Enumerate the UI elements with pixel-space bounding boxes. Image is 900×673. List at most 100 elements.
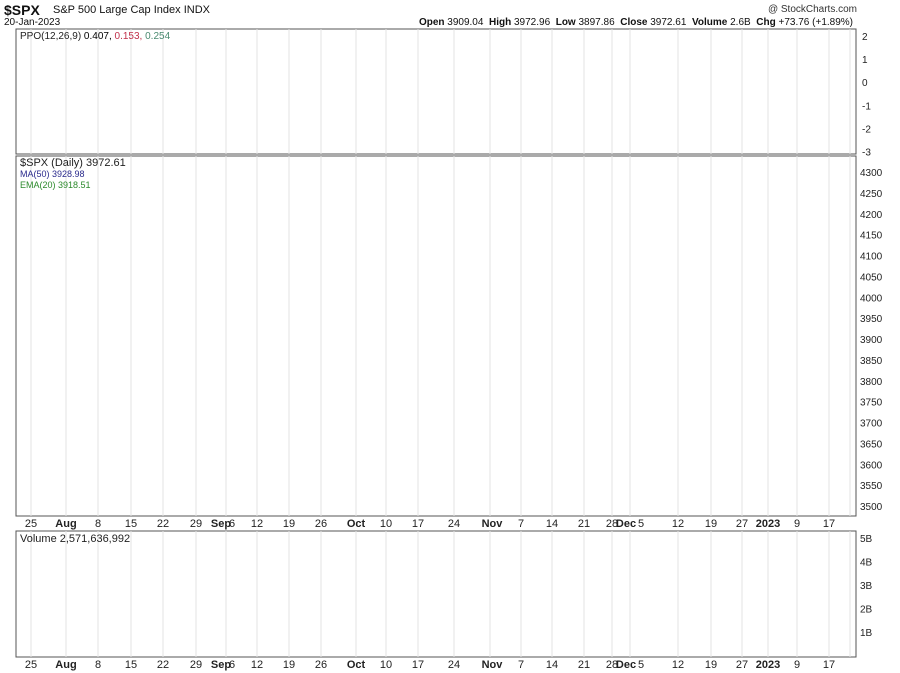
x-tick-label: 26 bbox=[315, 659, 327, 671]
x-tick-label: 19 bbox=[705, 518, 717, 530]
price-tick-label: 4250 bbox=[860, 189, 883, 200]
price-tick-label: 4050 bbox=[860, 272, 883, 283]
x-tick-label: 17 bbox=[823, 659, 835, 671]
legends: PPO(12,26,9) 0.407, 0.153, 0.254 $SPX (Da… bbox=[20, 31, 171, 545]
x-tick-label: 19 bbox=[283, 518, 295, 530]
x-tick-label: 24 bbox=[448, 518, 460, 530]
x-tick-label: 2023 bbox=[756, 659, 780, 671]
x-tick-label: 12 bbox=[672, 659, 684, 671]
x-tick-label: 24 bbox=[448, 659, 460, 671]
x-tick-label: 25 bbox=[25, 659, 37, 671]
ppo-legend-label: PPO(12,26,9) bbox=[20, 31, 84, 42]
price-tick-label: 3700 bbox=[860, 419, 883, 430]
panel-frame bbox=[15, 530, 857, 658]
x-tick-label: 8 bbox=[95, 659, 101, 671]
high-label: High bbox=[489, 17, 512, 28]
x-tick-label: 17 bbox=[412, 518, 424, 530]
x-tick-label: Sep bbox=[211, 659, 231, 671]
x-tick-label: Aug bbox=[55, 659, 76, 671]
x-tick-label: 9 bbox=[794, 518, 800, 530]
x-tick-label: Dec bbox=[616, 659, 636, 671]
ppo-legend-signal: 0.153, bbox=[115, 31, 146, 42]
price-tick-label: 4000 bbox=[860, 293, 883, 304]
x-tick-label: 25 bbox=[25, 518, 37, 530]
ppo-tick-label: 1 bbox=[862, 55, 868, 66]
price-tick-label: 4200 bbox=[860, 210, 883, 221]
x-tick-label: 27 bbox=[736, 659, 748, 671]
price-tick-label: 3900 bbox=[860, 335, 883, 346]
panel-frame bbox=[15, 155, 857, 517]
x-tick-label: 5 bbox=[638, 518, 644, 530]
close-label: Close bbox=[620, 17, 648, 28]
x-tick-label: 26 bbox=[315, 518, 327, 530]
x-tick-label: Nov bbox=[482, 518, 504, 530]
x-tick-label: 6 bbox=[229, 659, 235, 671]
symbol: $SPX bbox=[4, 2, 40, 18]
volume-tick-label: 2B bbox=[860, 605, 873, 616]
volume-tick-label: 3B bbox=[860, 581, 873, 592]
price-tick-label: 3550 bbox=[860, 481, 883, 492]
change-value: +73.76 (+1.89%) bbox=[778, 17, 854, 28]
ppo-legend-hist: 0.254 bbox=[145, 31, 170, 42]
x-tick-label: 2023 bbox=[756, 518, 780, 530]
ma50-legend: MA(50) 3928.98 bbox=[20, 169, 85, 179]
x-tick-label: 14 bbox=[546, 659, 558, 671]
volume-tick-label: 5B bbox=[860, 534, 873, 545]
x-tick-label: 27 bbox=[736, 518, 748, 530]
price-tick-label: 4300 bbox=[860, 168, 883, 179]
copyright: @ StockCharts.com bbox=[767, 4, 857, 15]
x-tick-label: Nov bbox=[482, 659, 504, 671]
price-tick-label: 3750 bbox=[860, 398, 883, 409]
x-tick-label: 12 bbox=[251, 659, 263, 671]
x-tick-label: 5 bbox=[638, 659, 644, 671]
ppo-tick-label: -2 bbox=[862, 125, 871, 136]
ppo-tick-label: 2 bbox=[862, 32, 868, 43]
x-tick-label: 21 bbox=[578, 518, 590, 530]
x-tick-label: 28 bbox=[606, 659, 618, 671]
open-label: Open bbox=[418, 17, 445, 28]
x-tick-label: 22 bbox=[157, 518, 169, 530]
price-tick-label: 3950 bbox=[860, 314, 883, 325]
x-tick-label: 12 bbox=[672, 518, 684, 530]
chart-date: 20-Jan-2023 bbox=[4, 17, 61, 28]
x-tick-label: Dec bbox=[616, 518, 636, 530]
x-tick-label: 29 bbox=[190, 659, 202, 671]
price-tick-label: 4100 bbox=[860, 252, 883, 263]
symbol-name: S&P 500 Large Cap Index INDX bbox=[53, 4, 210, 16]
exchange: INDX bbox=[183, 4, 210, 16]
ppo-legend: PPO(12,26,9) 0.407, 0.153, 0.254 bbox=[20, 31, 171, 42]
low-label: Low bbox=[555, 17, 576, 28]
high-value: 3972.96 bbox=[514, 17, 551, 28]
x-tick-label: 29 bbox=[190, 518, 202, 530]
ppo-legend-value: 0.407, bbox=[84, 31, 115, 42]
ohlc-readout: Open 3909.04 High 3972.96 Low 3897.86 Cl… bbox=[419, 17, 853, 28]
x-tick-label: 28 bbox=[606, 518, 618, 530]
x-tick-label: 7 bbox=[518, 518, 524, 530]
x-tick-label: 17 bbox=[412, 659, 424, 671]
x-tick-label: 9 bbox=[794, 659, 800, 671]
close-value: 3972.61 bbox=[650, 17, 687, 28]
x-tick-label: 19 bbox=[705, 659, 717, 671]
ppo-tick-label: -3 bbox=[862, 148, 871, 159]
change-label: Chg bbox=[756, 17, 776, 28]
panel-frame bbox=[15, 28, 857, 155]
volume-label: Volume bbox=[691, 17, 728, 28]
volume-tick-label: 4B bbox=[860, 558, 873, 569]
price-tick-label: 3850 bbox=[860, 356, 883, 367]
x-tick-label: 6 bbox=[229, 518, 235, 530]
open-value: 3909.04 bbox=[447, 17, 484, 28]
x-tick-label: Aug bbox=[55, 518, 76, 530]
x-tick-label: 15 bbox=[125, 659, 137, 671]
x-tick-label: 10 bbox=[380, 518, 392, 530]
low-value: 3897.86 bbox=[578, 17, 615, 28]
ema20-legend: EMA(20) 3918.51 bbox=[20, 180, 91, 190]
ppo-tick-label: -1 bbox=[862, 101, 871, 112]
price-tick-label: 4150 bbox=[860, 231, 883, 242]
x-tick-label: 22 bbox=[157, 659, 169, 671]
x-tick-label: 7 bbox=[518, 659, 524, 671]
x-tick-label: 19 bbox=[283, 659, 295, 671]
x-tick-label: 8 bbox=[95, 518, 101, 530]
volume-value: 2.6B bbox=[730, 17, 751, 28]
